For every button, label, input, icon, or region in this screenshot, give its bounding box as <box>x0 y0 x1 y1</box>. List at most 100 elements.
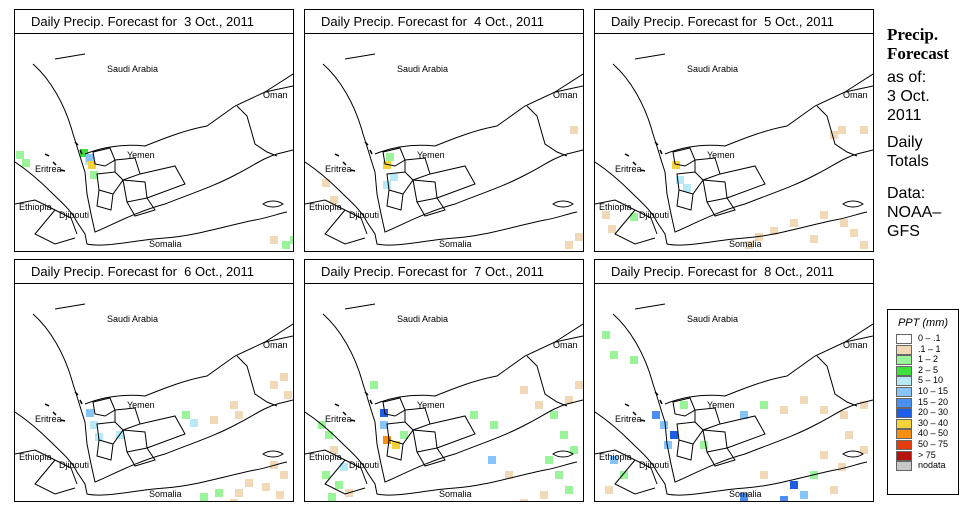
rain-cell <box>570 126 578 134</box>
legend-item: .1 – 1 <box>888 344 958 356</box>
sidebar-totals-line1: Daily <box>887 134 923 151</box>
legend-item: 10 – 15 <box>888 386 958 398</box>
border-lines <box>634 303 873 343</box>
rain-cell <box>565 486 573 494</box>
governorate-outlines <box>92 397 186 467</box>
rain-cell <box>280 471 288 479</box>
map-label-eritrea: Eritrea <box>615 164 642 174</box>
legend-swatch <box>896 439 912 450</box>
rain-cell <box>245 479 253 487</box>
map-label-djibouti: Djibouti <box>639 210 669 220</box>
legend-label: 5 – 10 <box>918 375 944 386</box>
map-label-eritrea: Eritrea <box>35 414 62 424</box>
legend-swatch <box>896 334 912 344</box>
rain-cell <box>605 486 613 494</box>
rain-cell <box>390 173 398 181</box>
horn-coastline <box>305 411 578 496</box>
rain-cell <box>652 411 660 419</box>
map-label-yemen: Yemen <box>707 400 735 410</box>
legend-item: 0 – .1 <box>888 333 958 345</box>
map-label-ethiopia: Ethiopia <box>309 452 342 462</box>
yemen-oman-border <box>816 355 858 407</box>
socotra-island <box>842 450 864 458</box>
africa-borders <box>595 199 658 245</box>
rain-cell <box>490 421 498 429</box>
map-label-saudi-arabia: Saudi Arabia <box>687 64 738 74</box>
rain-cell <box>740 411 748 419</box>
horn-coastline <box>595 161 868 246</box>
rain-cell <box>575 381 583 389</box>
governorate-outlines <box>672 397 766 467</box>
map-oct-7: Saudi Arabia Oman Yemen Eritrea Ethiopia Djib… <box>305 303 583 501</box>
map-label-somalia: Somalia <box>729 239 762 249</box>
rain-cell <box>182 411 190 419</box>
saudi-yemen-border <box>374 335 583 405</box>
panel-title: Daily Precip. Forecast for 3 Oct., 2011 <box>15 10 293 34</box>
rain-cell <box>400 431 408 439</box>
rain-cell <box>660 421 668 429</box>
sidebar-title-line2: Forecast <box>887 44 949 63</box>
yemen-oman-border <box>526 105 568 157</box>
legend-item: 5 – 10 <box>888 375 958 387</box>
rain-cell <box>760 401 768 409</box>
rain-cell <box>270 381 278 389</box>
legend-item: 2 – 5 <box>888 365 958 377</box>
legend-label: > 75 <box>918 449 936 460</box>
rain-cell <box>322 471 330 479</box>
rain-cell <box>820 211 828 219</box>
rain-cell <box>860 241 868 249</box>
map-oct-5: Saudi Arabia Oman Yemen Eritrea Ethiopia Djib… <box>595 53 873 249</box>
rain-cell <box>470 411 478 419</box>
rain-cell <box>610 456 618 464</box>
rain-cell <box>602 331 610 339</box>
map-label-djibouti: Djibouti <box>59 460 89 470</box>
rain-cell <box>608 225 616 233</box>
rain-cell <box>90 421 98 429</box>
yemen-coastline <box>32 313 293 483</box>
socotra-island <box>552 200 574 208</box>
islands <box>334 141 373 172</box>
forecast-panel-oct-3: Daily Precip. Forecast for 3 Oct., 2011 … <box>14 9 294 252</box>
legend-swatch <box>896 365 912 376</box>
rain-cell <box>860 401 868 409</box>
border-lines <box>54 303 293 343</box>
rain-cell <box>820 451 828 459</box>
legend-label: 1 – 2 <box>918 354 939 365</box>
panel-title: Daily Precip. Forecast for 8 Oct., 2011 <box>595 260 873 284</box>
map-label-eritrea: Eritrea <box>615 414 642 424</box>
rain-cell <box>16 151 24 159</box>
rain-cell <box>383 181 391 189</box>
rain-cell <box>845 431 853 439</box>
map-label-djibouti: Djibouti <box>349 460 379 470</box>
map-label-saudi-arabia: Saudi Arabia <box>107 314 158 324</box>
saudi-yemen-border <box>664 335 873 405</box>
rain-cell <box>370 381 378 389</box>
panel-title: Daily Precip. Forecast for 7 Oct., 2011 <box>305 260 583 284</box>
saudi-yemen-border <box>374 85 583 155</box>
rain-cell <box>280 373 288 381</box>
map-label-somalia: Somalia <box>729 489 762 499</box>
map-label-saudi-arabia: Saudi Arabia <box>107 64 158 74</box>
sidebar-date-line1: 3 Oct. <box>887 88 930 105</box>
sidebar: Precip. Forecast as of: 3 Oct. 2011 Dail… <box>887 25 949 241</box>
rain-cell <box>840 411 848 419</box>
rain-cell <box>290 236 293 244</box>
legend-swatch <box>896 397 912 408</box>
map-label-eritrea: Eritrea <box>325 164 352 174</box>
rain-cell <box>664 441 672 449</box>
governorate-outlines <box>672 147 766 217</box>
map-label-yemen: Yemen <box>417 150 445 160</box>
map-label-somalia: Somalia <box>149 239 182 249</box>
rain-cell <box>555 471 563 479</box>
rain-cell <box>86 154 94 162</box>
legend-label: 20 – 30 <box>918 407 949 418</box>
rain-cell <box>392 441 400 449</box>
map-label-oman: Oman <box>843 90 868 100</box>
map-oct-8: Saudi Arabia Oman Yemen Eritrea Ethiopia Djib… <box>595 303 873 501</box>
rain-cell <box>790 219 798 227</box>
legend-label: 40 – 50 <box>918 428 949 439</box>
map-label-yemen: Yemen <box>707 150 735 160</box>
rain-cell <box>830 131 838 139</box>
